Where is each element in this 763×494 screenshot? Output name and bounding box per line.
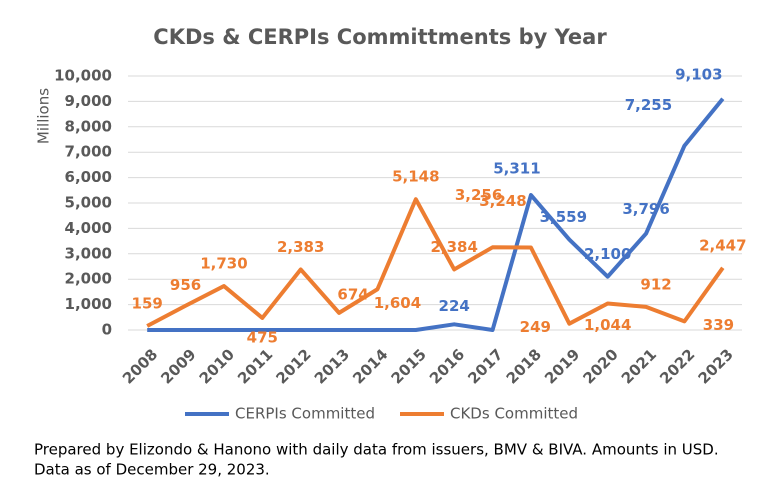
data-label: 912 (640, 275, 671, 293)
data-label: 2,447 (699, 236, 746, 254)
y-tick-label: 4,000 (65, 219, 112, 237)
data-label: 5,148 (392, 168, 439, 186)
y-tick-label: 1,000 (65, 295, 112, 313)
data-label: 249 (520, 318, 551, 336)
chart-title: CKDs & CERPIs Committments by Year (153, 25, 607, 49)
data-label: 3,256 (455, 186, 502, 204)
y-axis-label: Millions (35, 88, 53, 144)
data-label: 7,255 (625, 96, 672, 114)
data-label: 2,384 (430, 238, 477, 256)
data-label: 1,730 (200, 255, 247, 273)
y-tick-label: 2,000 (65, 270, 112, 288)
data-label: 159 (132, 294, 163, 312)
series-line (146, 197, 725, 328)
data-label: 9,103 (675, 65, 722, 83)
data-label: 2,100 (584, 245, 631, 263)
data-label: 1,604 (374, 294, 421, 312)
y-tick-label: 5,000 (65, 194, 112, 212)
data-label: 674 (337, 285, 368, 303)
data-label: 224 (439, 297, 470, 315)
y-tick-label: 3,000 (65, 244, 112, 262)
data-label: 339 (703, 316, 734, 334)
data-label: 2,383 (277, 238, 324, 256)
series-line (147, 97, 725, 332)
y-tick-label: 6,000 (65, 168, 112, 186)
y-tick-label: 9,000 (65, 92, 112, 110)
data-label: 3,796 (622, 200, 669, 218)
note: Prepared by Elizondo & Hanono with daily… (34, 441, 719, 459)
data-label: 5,311 (493, 160, 540, 178)
data-label: 3,248 (479, 192, 526, 210)
legend-label: CKDs Committed (450, 405, 578, 423)
y-tick-label: 0 (102, 321, 112, 339)
y-tick-label: 10,000 (54, 67, 112, 85)
data-label: 1,044 (584, 316, 631, 334)
data-label: 3,559 (540, 208, 587, 226)
data-label: 475 (247, 328, 278, 346)
y-tick-label: 8,000 (65, 117, 112, 135)
legend-label: CERPIs Committed (235, 405, 375, 423)
y-tick-label: 7,000 (65, 143, 112, 161)
note: Data as of December 29, 2023. (34, 461, 270, 479)
data-label: 956 (170, 276, 201, 294)
